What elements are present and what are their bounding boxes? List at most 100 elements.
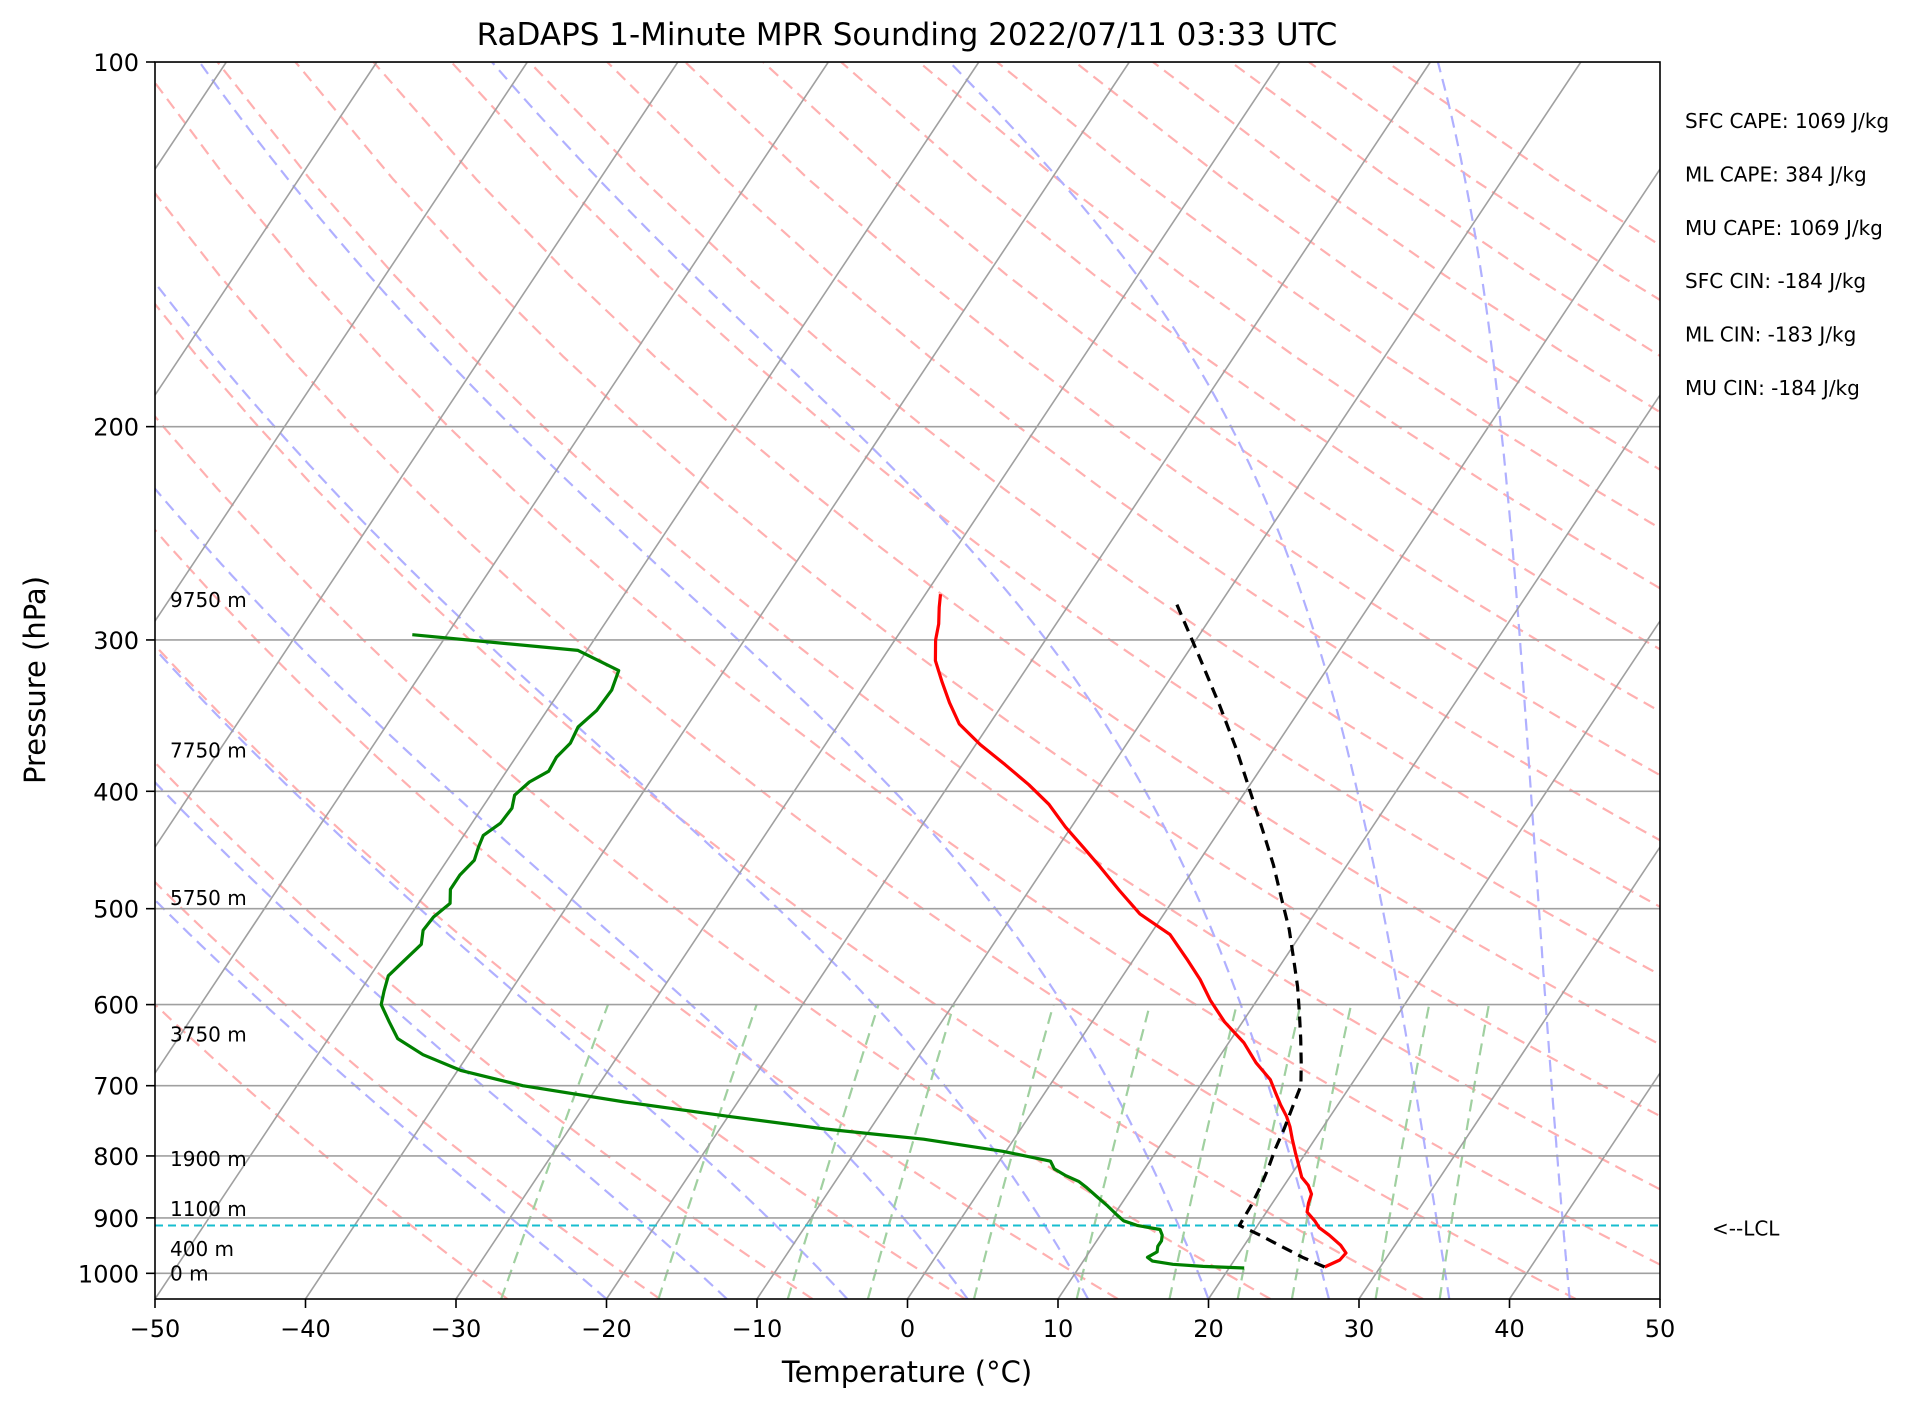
isotherm-line	[155, 62, 378, 397]
dry-adiabat-line	[155, 880, 661, 1299]
dry-adiabat-line	[1074, 62, 1660, 471]
dry-adiabat-line	[155, 1002, 509, 1299]
background-lines	[155, 62, 1925, 1299]
y-tick-label: 800	[93, 1143, 139, 1171]
dry-adiabat-line	[528, 62, 1660, 909]
isotherm-line	[1207, 619, 1660, 1299]
chart-title: RaDAPS 1-Minute MPR Sounding 2022/07/11 …	[477, 17, 1338, 53]
isotherm-line	[906, 167, 1660, 1299]
stat-annotation: MU CIN: -184 J/kg	[1685, 376, 1860, 400]
mixing-ratio-line	[1168, 1004, 1238, 1299]
dry-adiabat-line	[762, 62, 1660, 713]
height-label: 400 m	[170, 1237, 234, 1261]
isotherm-line	[1358, 845, 1660, 1299]
moist-adiabat-line	[155, 780, 728, 1299]
x-tick-label: 10	[1043, 1315, 1074, 1343]
x-tick-label: 50	[1645, 1315, 1676, 1343]
moist-adiabat-line	[155, 280, 1090, 1299]
dry-adiabat-line	[372, 62, 1660, 1046]
moist-adiabat-line	[198, 62, 1210, 1299]
dewpoint-line	[379, 633, 1245, 1270]
isotherm-line	[304, 62, 1131, 1299]
mixing-ratio-line	[1236, 1004, 1302, 1299]
dry-adiabat-line	[996, 62, 1660, 530]
dry-adiabat-line	[1152, 62, 1660, 414]
x-tick-label: 30	[1344, 1315, 1375, 1343]
isotherm-line	[455, 62, 1281, 1299]
mixing-ratio-line	[866, 1004, 955, 1299]
isotherm-line	[605, 62, 1432, 1299]
y-tick-label: 900	[93, 1205, 139, 1233]
moist-adiabat-line	[155, 898, 608, 1299]
parcel-line	[1175, 603, 1326, 1269]
mixing-ratio-line	[1075, 1004, 1151, 1299]
isotherm-line	[1057, 393, 1660, 1299]
y-tick-label: 200	[93, 414, 139, 442]
mixing-ratio-line	[1438, 1004, 1490, 1299]
moist-adiabat-line	[155, 487, 969, 1299]
mixing-ratio-line	[1290, 1004, 1353, 1299]
y-tick-label: 300	[93, 627, 139, 655]
y-tick-label: 700	[93, 1073, 139, 1101]
dry-adiabat-line	[155, 191, 1577, 1299]
lcl-label: <--LCL	[1712, 1216, 1780, 1240]
isotherm-line	[155, 62, 830, 1075]
height-label: 0 m	[170, 1261, 209, 1285]
x-tick-label: −50	[130, 1315, 181, 1343]
y-tick-label: 1000	[78, 1260, 139, 1288]
x-tick-label: 40	[1494, 1315, 1525, 1343]
y-tick-label: 600	[93, 992, 139, 1020]
isotherm-line	[155, 62, 529, 623]
isotherm-line	[155, 62, 980, 1299]
dry-adiabat-line	[155, 302, 1424, 1299]
x-tick-label: −30	[431, 1315, 482, 1343]
dry-adiabat-line	[840, 62, 1660, 651]
isotherm-line	[756, 62, 1582, 1299]
dry-adiabat-line	[155, 80, 1660, 1266]
isotherm-line	[155, 62, 679, 849]
x-tick-label: 20	[1193, 1315, 1224, 1343]
dry-adiabat-line	[216, 62, 1660, 1191]
dry-adiabat-line	[155, 528, 1119, 1299]
height-label: 9750 m	[170, 588, 247, 612]
mixing-ratio-line	[786, 1004, 880, 1299]
isotherm-line	[1811, 62, 1925, 1299]
stats-panel: SFC CAPE: 1069 J/kg ML CAPE: 384 J/kg MU C…	[1685, 109, 1889, 400]
x-tick-label: −10	[732, 1315, 783, 1343]
y-axis-label: Pressure (hPa)	[18, 576, 52, 784]
dry-adiabat-line	[294, 62, 1660, 1118]
moist-adiabat-line	[155, 647, 849, 1299]
moist-adiabat-line	[1436, 62, 1571, 1299]
dry-adiabat-line	[450, 62, 1660, 977]
stat-annotation: ML CIN: -183 J/kg	[1685, 323, 1856, 347]
height-label: 1900 m	[170, 1147, 247, 1171]
dry-adiabat-line	[155, 643, 966, 1299]
temperature-line	[933, 594, 1348, 1269]
stat-annotation: MU CAPE: 1069 J/kg	[1685, 216, 1883, 240]
y-tick-label: 100	[93, 49, 139, 77]
moist-adiabat-line	[491, 62, 1330, 1299]
y-tick-label: 500	[93, 896, 139, 924]
dry-adiabat-line	[606, 62, 1660, 842]
height-label: 3750 m	[170, 1022, 247, 1046]
mixing-ratio-line	[1374, 1004, 1431, 1299]
y-axis: 100 200 300 400 500 600 700 800 900 1000	[78, 49, 155, 1288]
dry-adiabat-line	[155, 414, 1271, 1299]
stat-annotation: ML CAPE: 384 J/kg	[1685, 162, 1867, 186]
x-axis-label: Temperature (°C)	[781, 1355, 1032, 1389]
stat-annotation: SFC CIN: -184 J/kg	[1685, 269, 1866, 293]
x-tick-label: −40	[280, 1315, 331, 1343]
moist-adiabat-line	[948, 62, 1451, 1299]
dry-adiabat-line	[918, 62, 1660, 590]
data-series	[155, 594, 1660, 1270]
x-tick-label: 0	[900, 1315, 915, 1343]
x-axis: −50 −40 −30 −20 −10 0 10 20 30 40 50	[130, 1299, 1676, 1343]
mixing-ratio-line	[657, 1004, 758, 1299]
dry-adiabat-line	[684, 62, 1660, 777]
y-tick-label: 400	[93, 778, 139, 806]
mixing-ratio-line	[500, 1004, 610, 1299]
isotherm-line	[1659, 1297, 1660, 1299]
stat-annotation: SFC CAPE: 1069 J/kg	[1685, 109, 1889, 133]
